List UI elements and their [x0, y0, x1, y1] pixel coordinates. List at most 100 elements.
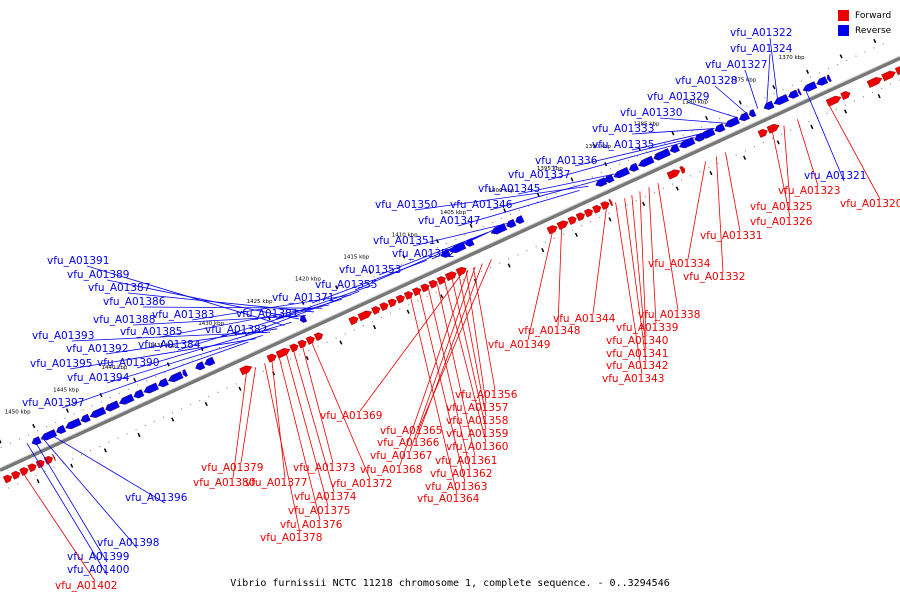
tick-mark: [334, 285, 339, 290]
forward-gene-leader-line: [278, 356, 321, 521]
reverse-gene-label: vfu_A01390: [97, 357, 159, 369]
forward-gene-label: vfu_A01344: [553, 313, 616, 325]
forward-gene-arrow: [275, 348, 291, 359]
reverse-gene-label: vfu_A01395: [30, 358, 92, 370]
forward-gene-leader-line: [410, 296, 458, 495]
reverse-gene-label: vfu_A01321: [804, 170, 866, 182]
tick-mark: [103, 448, 107, 453]
reverse-gene-label: vfu_A01387: [88, 282, 150, 294]
reverse-gene-label: vfu_A01397: [22, 397, 84, 409]
forward-gene-leader-line: [527, 231, 554, 341]
forward-gene-label: vfu_A01364: [417, 493, 480, 505]
reverse-swatch: [838, 25, 849, 36]
reverse-gene-arrow: [204, 356, 216, 366]
tick-mark: [238, 386, 242, 391]
forward-gene-label: vfu_A01366: [377, 437, 440, 449]
forward-gene-arrow: [11, 470, 21, 480]
scale-label: 1370 kbp: [779, 55, 805, 61]
forward-gene-arrow: [239, 365, 253, 376]
reverse-gene-leader-line: [48, 433, 166, 504]
tick-mark: [772, 85, 776, 90]
reverse-gene-arrow: [714, 123, 726, 133]
forward-gene-leader-line: [657, 183, 679, 311]
reverse-gene-label: vfu_A01347: [418, 215, 480, 227]
scale-label: 1425 kbp: [247, 299, 273, 305]
scale-label: 1390 kbp: [585, 144, 611, 150]
tick-mark: [873, 38, 877, 44]
legend-label-forward: Forward: [855, 10, 892, 21]
sequence-axis-highlight: [0, 55, 900, 469]
forward-gene-leader-line: [311, 341, 371, 480]
forward-gene-label: vfu_A01343: [602, 373, 664, 385]
reverse-gene-arrow: [167, 371, 184, 383]
tick-mark: [402, 254, 406, 259]
reverse-gene-leader-line: [631, 128, 715, 135]
reverse-gene-arrow: [678, 136, 696, 149]
forward-gene-label: vfu_A01376: [280, 519, 343, 531]
tick-mark: [133, 377, 137, 382]
forward-gene-leader-line: [725, 152, 741, 232]
forward-gene-label: vfu_A01363: [425, 481, 487, 493]
reverse-gene-arrow: [802, 81, 818, 92]
tick-mark: [608, 217, 612, 222]
forward-gene-arrow: [348, 316, 359, 326]
tick-mark: [0, 439, 2, 444]
reverse-gene-label: vfu_A01327: [705, 59, 767, 71]
reverse-gene-leader-line: [127, 292, 315, 313]
sequence-axis: [0, 56, 900, 472]
forward-gene-label: vfu_A01362: [430, 468, 492, 480]
reverse-gene-arrow: [724, 116, 740, 128]
reverse-gene-label: vfu_A01399: [67, 551, 129, 563]
forward-gene-label: vfu_A01378: [260, 532, 322, 544]
forward-gene-leader-line: [409, 266, 476, 452]
reverse-gene-leader-line: [132, 315, 307, 326]
reverse-gene-label: vfu_A01400: [67, 564, 129, 576]
tick-mark: [36, 479, 40, 484]
reverse-gene-leader-line: [71, 331, 271, 342]
tick-mark: [406, 309, 410, 314]
legend-item-forward: Forward: [838, 8, 900, 23]
reverse-gene-leader-line: [275, 284, 373, 320]
reverse-gene-arrow: [654, 148, 671, 160]
forward-gene-leader-line: [293, 349, 335, 493]
reverse-gene-leader-line: [244, 290, 360, 336]
reverse-gene-leader-line: [769, 37, 778, 100]
forward-gene-arrow: [412, 287, 422, 297]
forward-gene-arrow: [395, 294, 405, 304]
forward-gene-arrow: [583, 208, 594, 218]
forward-gene-label: vfu_A01358: [446, 415, 508, 427]
reverse-gene-label: vfu_A01388: [93, 314, 155, 326]
forward-gene-arrow: [305, 336, 315, 345]
reverse-gene-leader-line: [547, 141, 686, 181]
forward-gene-label: vfu_A01348: [518, 325, 580, 337]
forward-gene-arrow: [428, 279, 438, 289]
forward-gene-label: vfu_A01334: [648, 258, 711, 270]
reverse-gene-leader-line: [744, 69, 759, 109]
forward-gene-arrow: [420, 283, 430, 293]
forward-gene-leader-line: [797, 119, 819, 187]
legend: Forward Reverse: [838, 8, 900, 38]
forward-gene-arrow: [840, 91, 851, 101]
forward-gene-arrow: [313, 332, 324, 342]
forward-gene-arrow: [357, 310, 373, 322]
forward-gene-label: vfu_A01320: [840, 198, 900, 210]
reverse-gene-arrow: [788, 89, 800, 99]
forward-gene-label: vfu_A01379: [201, 462, 263, 474]
forward-gene-label: vfu_A01338: [638, 309, 700, 321]
reverse-gene-label: vfu_A01383: [152, 309, 214, 321]
tick-mark: [805, 69, 810, 74]
reverse-gene-label: vfu_A01386: [103, 296, 166, 308]
reverse-gene-arrow: [763, 100, 775, 110]
tick-mark: [705, 115, 709, 121]
reverse-gene-arrow: [89, 406, 107, 418]
forward-gene-leader-line: [444, 280, 487, 443]
reverse-gene-arrow: [31, 436, 42, 446]
forward-gene-arrow: [403, 291, 414, 300]
tick-mark: [709, 171, 713, 176]
forward-gene-label: vfu_A01356: [455, 389, 518, 401]
forward-gene-leader-line: [240, 367, 257, 464]
reverse-gene-label: vfu_A01350: [375, 199, 437, 211]
scale-label: 1440 kbp: [101, 365, 127, 371]
reverse-gene-arrow: [816, 76, 829, 86]
reverse-gene-leader-line: [142, 306, 323, 309]
